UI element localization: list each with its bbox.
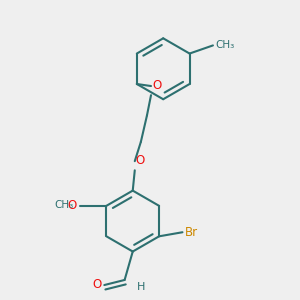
Text: CH₃: CH₃ [54,200,73,210]
Text: O: O [68,199,77,212]
Text: H: H [137,282,145,292]
Text: O: O [152,79,161,92]
Text: O: O [136,154,145,167]
Text: Br: Br [184,226,198,239]
Text: O: O [92,278,101,290]
Text: CH₃: CH₃ [215,40,234,50]
